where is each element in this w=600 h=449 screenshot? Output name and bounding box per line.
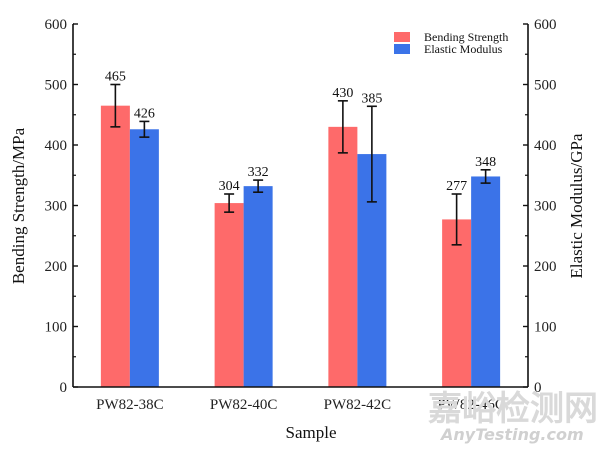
legend-label-elastic-modulus: Elastic Modulus <box>424 42 503 56</box>
y-tick-label: 600 <box>45 17 68 33</box>
y-tick-label: 0 <box>60 380 68 396</box>
error-bar <box>139 120 150 138</box>
y-axis-title: Bending Strength/MPa <box>9 127 28 284</box>
bar-bending-strength-pw82-42c <box>328 126 358 387</box>
axes: PW82-38C PW82-40C PW82-42C PW82-46C 0 100 200 3… <box>45 17 557 413</box>
error-bar <box>366 105 377 203</box>
legend-swatch-elastic-modulus <box>394 44 410 54</box>
bar-elastic-modulus-pw82-40c <box>243 186 273 387</box>
legend-swatch-bending-strength <box>394 32 410 42</box>
data-label: 430 <box>332 86 353 101</box>
bar-elastic-modulus-pw82-38c <box>129 129 159 387</box>
y2-tick-label: 400 <box>534 138 557 154</box>
y2-tick-label: 100 <box>534 320 557 336</box>
watermark-cn: 嘉峪检测网 <box>428 389 598 429</box>
y2-tick-label: 600 <box>534 17 557 33</box>
error-bar <box>451 193 462 246</box>
data-label: 426 <box>134 106 155 121</box>
error-bar <box>480 169 491 184</box>
legend-label-bending-strength: Bending Strength <box>424 30 508 44</box>
bar-elastic-modulus-pw82-46c <box>471 176 501 387</box>
bar-bending-strength-pw82-38c <box>100 105 130 388</box>
watermark: 嘉峪检测网 AnyTesting.com <box>428 389 598 444</box>
error-bar <box>224 193 235 213</box>
y-tick-label: 100 <box>45 320 68 336</box>
x-tick-label: PW82-42C <box>324 397 392 413</box>
y-tick-label: 300 <box>45 199 68 215</box>
watermark-en: AnyTesting.com <box>439 425 584 444</box>
data-label: 385 <box>361 91 382 106</box>
data-label: 465 <box>105 70 126 85</box>
x-tick-label: PW82-40C <box>210 397 278 413</box>
data-label: 277 <box>446 179 467 194</box>
x-tick-label: PW82-46C <box>437 397 505 413</box>
y2-tick-label: 0 <box>534 380 542 396</box>
y-tick-label: 500 <box>45 78 68 94</box>
bar-bending-strength-pw82-46c <box>442 219 472 387</box>
y2-tick-label: 500 <box>534 78 557 94</box>
data-label: 332 <box>248 165 269 180</box>
y2-tick-label: 200 <box>534 259 557 275</box>
plot-area: 465 426 304 332 430 385 277 348 <box>100 70 501 388</box>
y-tick-label: 400 <box>45 138 68 154</box>
data-label: 348 <box>475 155 496 170</box>
error-bar <box>253 179 264 193</box>
x-axis-title: Sample <box>286 423 337 442</box>
y2-axis-title: Elastic Modulus/GPa <box>567 133 586 278</box>
y2-tick-label: 300 <box>534 199 557 215</box>
error-bar <box>337 100 348 154</box>
bar-bending-strength-pw82-40c <box>214 203 244 387</box>
error-bar <box>110 83 121 128</box>
x-tick-label: PW82-38C <box>96 397 164 413</box>
y-tick-label: 200 <box>45 259 68 275</box>
legend: Bending Strength Elastic Modulus <box>394 30 508 56</box>
data-label: 304 <box>219 179 240 194</box>
